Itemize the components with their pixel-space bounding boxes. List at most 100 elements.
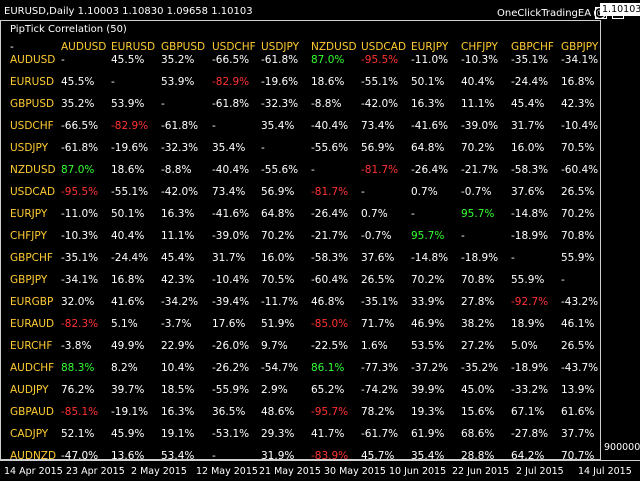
correlation-cell: -	[311, 164, 315, 176]
correlation-cell: 33.9%	[411, 296, 445, 308]
correlation-cell: 67.1%	[511, 406, 545, 418]
row-label: GBPAUD	[10, 406, 54, 418]
correlation-cell: -	[111, 76, 115, 88]
correlation-cell: 45.0%	[461, 384, 495, 396]
correlation-cell: -53.1%	[212, 428, 250, 440]
correlation-cell: 53.5%	[411, 340, 445, 352]
correlation-cell: 35.4%	[261, 120, 295, 132]
row-label: USDJPY	[10, 142, 49, 154]
correlation-cell: 39.9%	[411, 384, 445, 396]
correlation-cell: -26.2%	[212, 362, 250, 374]
correlation-cell: -0.7%	[361, 230, 392, 242]
correlation-cell: 9.7%	[261, 340, 288, 352]
correlation-cell: 56.9%	[361, 142, 395, 154]
correlation-cell: -3.7%	[161, 318, 192, 330]
correlation-cell: 70.8%	[561, 230, 595, 242]
correlation-cell: -32.3%	[261, 98, 299, 110]
correlation-cell: -10.3%	[461, 54, 499, 66]
correlation-cell: -0.7%	[461, 186, 492, 198]
correlation-cell: -34.1%	[561, 54, 599, 66]
oneclick-trading-badge[interactable]: OneClickTradingEA◷	[497, 7, 607, 19]
correlation-cell: 11.1%	[461, 98, 495, 110]
correlation-cell: -61.8%	[61, 142, 99, 154]
correlation-cell: 16.8%	[111, 274, 145, 286]
correlation-cell: -82.3%	[61, 318, 99, 330]
correlation-cell: -55.6%	[261, 164, 299, 176]
correlation-cell: -34.2%	[161, 296, 199, 308]
row-label: EURAUD	[10, 318, 55, 330]
correlation-cell: 35.4%	[212, 142, 246, 154]
correlation-cell: 45.4%	[511, 98, 545, 110]
correlation-cell: 88.3%	[61, 362, 95, 374]
column-header-usdchf: USDCHF	[212, 41, 256, 53]
correlation-cell: -55.6%	[311, 142, 349, 154]
correlation-cell: 64.8%	[411, 142, 445, 154]
correlation-cell: 40.4%	[461, 76, 495, 88]
correlation-cell: 10.4%	[161, 362, 195, 374]
row-label: EURUSD	[10, 76, 55, 88]
correlation-cell: 46.1%	[561, 318, 595, 330]
row-label: EURCHF	[10, 340, 53, 352]
correlation-cell: -35.1%	[511, 54, 549, 66]
correlation-cell: -66.5%	[61, 120, 99, 132]
correlation-cell: 18.5%	[161, 384, 195, 396]
correlation-cell: -55.1%	[361, 76, 399, 88]
correlation-cell: 73.4%	[361, 120, 395, 132]
correlation-cell: -18.9%	[511, 362, 549, 374]
correlation-cell: -	[411, 208, 415, 220]
correlation-cell: 50.1%	[111, 208, 145, 220]
column-header-audusd: AUDUSD	[61, 41, 107, 53]
correlation-cell: 32.0%	[61, 296, 95, 308]
correlation-cell: 50.1%	[411, 76, 445, 88]
oneclick-trading-label: OneClickTradingEA	[497, 8, 592, 19]
correlation-cell: 45.4%	[161, 252, 195, 264]
price-label-current: 1.10103	[600, 3, 640, 16]
correlation-cell: 48.6%	[261, 406, 295, 418]
row-label: GBPCHF	[10, 252, 53, 264]
correlation-cell: -35.2%	[461, 362, 499, 374]
correlation-cell: -83.9%	[311, 450, 349, 460]
correlation-cell: 8.2%	[111, 362, 138, 374]
correlation-cell: 64.8%	[261, 208, 295, 220]
correlation-cell: 37.6%	[511, 186, 545, 198]
correlation-cell: -39.0%	[212, 230, 250, 242]
column-header-gbpusd: GBPUSD	[161, 41, 206, 53]
correlation-cell: 53.9%	[161, 76, 195, 88]
column-header-chfjpy: CHFJPY	[461, 41, 498, 53]
correlation-cell: 35.4%	[411, 450, 445, 460]
correlation-cell: 46.8%	[311, 296, 345, 308]
column-header-gbpjpy: GBPJPY	[561, 41, 599, 53]
correlation-cell: 29.3%	[261, 428, 295, 440]
correlation-cell: 61.9%	[411, 428, 445, 440]
header-dash: -	[10, 41, 14, 53]
correlation-cell: -26.0%	[212, 340, 250, 352]
time-axis-tick: 30 May 2015	[324, 466, 386, 477]
row-label: USDCAD	[10, 186, 56, 198]
correlation-cell: 28.8%	[461, 450, 495, 460]
correlation-cell: 2.9%	[261, 384, 288, 396]
correlation-cell: 5.1%	[111, 318, 138, 330]
correlation-cell: -10.3%	[61, 230, 99, 242]
correlation-cell: -66.5%	[212, 54, 250, 66]
correlation-cell: 42.3%	[161, 274, 195, 286]
correlation-cell: -55.9%	[212, 384, 250, 396]
correlation-cell: -	[561, 274, 565, 286]
correlation-cell: -26.4%	[411, 164, 449, 176]
correlation-cell: 95.7%	[461, 208, 495, 220]
correlation-cell: -42.0%	[161, 186, 199, 198]
correlation-cell: 27.2%	[461, 340, 495, 352]
price-label-bottom: 9000000	[604, 442, 640, 453]
correlation-cell: 18.9%	[511, 318, 545, 330]
correlation-cell: -58.3%	[311, 252, 349, 264]
time-axis-tick: 14 Apr 2015	[4, 466, 63, 477]
correlation-cell: 70.2%	[411, 274, 445, 286]
correlation-cell: 53.4%	[161, 450, 195, 460]
correlation-cell: -	[212, 120, 216, 132]
correlation-cell: 41.6%	[111, 296, 145, 308]
correlation-cell: 42.3%	[561, 98, 595, 110]
correlation-cell: -39.4%	[212, 296, 250, 308]
correlation-cell: 26.5%	[561, 340, 595, 352]
correlation-cell: 51.9%	[261, 318, 295, 330]
correlation-cell: -77.3%	[361, 362, 399, 374]
correlation-cell: 18.6%	[311, 76, 345, 88]
